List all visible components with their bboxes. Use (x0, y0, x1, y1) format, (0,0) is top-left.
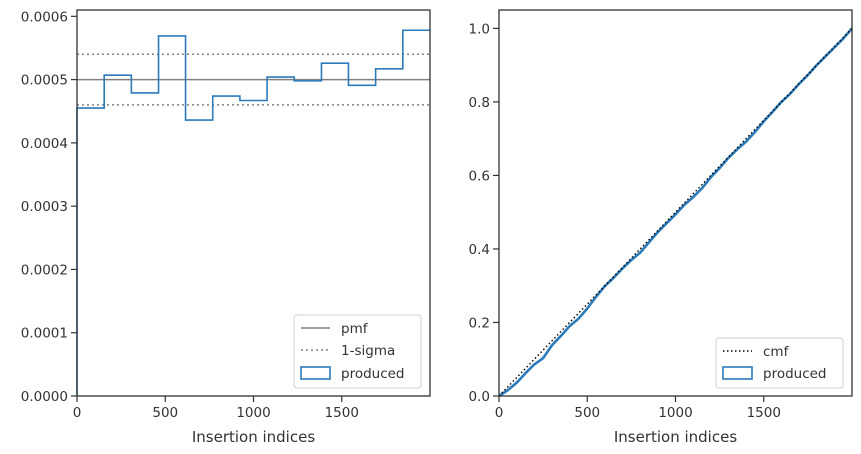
legend-produced-swatch (300, 366, 331, 380)
y-tick-label: 0.2 (469, 315, 490, 331)
x-tick-label: 1000 (236, 405, 270, 421)
x-tick-label: 500 (574, 405, 600, 421)
y-tick-label: 1.0 (469, 21, 490, 37)
y-tick-label: 0.8 (469, 95, 490, 111)
left-x-axis-label: Insertion indices (192, 428, 315, 446)
legend-label: 1-sigma (341, 343, 395, 359)
y-tick-label: 0.0006 (21, 9, 68, 25)
y-tick-label: 0.0002 (21, 262, 68, 278)
y-tick-label: 0.4 (469, 242, 490, 258)
y-tick-label: 0.0 (469, 389, 490, 405)
legend-label: produced (763, 366, 827, 382)
legend-label: produced (341, 366, 405, 382)
cmf-panel: 0 500 1000 1500 0.0 0.2 0.4 0.6 0.8 1.0 Insertion… (469, 9, 853, 446)
legend-produced-swatch (722, 366, 753, 380)
y-tick-label: 0.0000 (21, 389, 68, 405)
right-x-axis-label: Insertion indices (614, 428, 737, 446)
y-tick-label: 0.6 (469, 168, 490, 184)
right-legend: cmf produced (715, 337, 844, 389)
legend-label: cmf (763, 344, 790, 360)
legend-label: pmf (341, 321, 369, 337)
y-tick-label: 0.0003 (21, 199, 68, 215)
x-tick-label: 1000 (658, 405, 692, 421)
produced-step-line (76, 29, 430, 396)
pmf-histogram-panel: 0 500 1000 1500 0.0000 0.0001 0.0002 0.0003 0.00… (21, 9, 431, 446)
legend-box (293, 314, 422, 389)
x-tick-label: 1500 (325, 405, 359, 421)
x-tick-label: 1500 (747, 405, 781, 421)
x-tick-label: 0 (495, 405, 504, 421)
y-tick-label: 0.0004 (21, 136, 68, 152)
left-legend: pmf 1-sigma produced (293, 314, 422, 389)
x-tick-label: 0 (73, 405, 82, 421)
y-tick-label: 0.0005 (21, 73, 68, 89)
y-tick-label: 0.0001 (21, 326, 68, 342)
x-tick-label: 500 (152, 405, 178, 421)
cmf-line (498, 27, 853, 397)
